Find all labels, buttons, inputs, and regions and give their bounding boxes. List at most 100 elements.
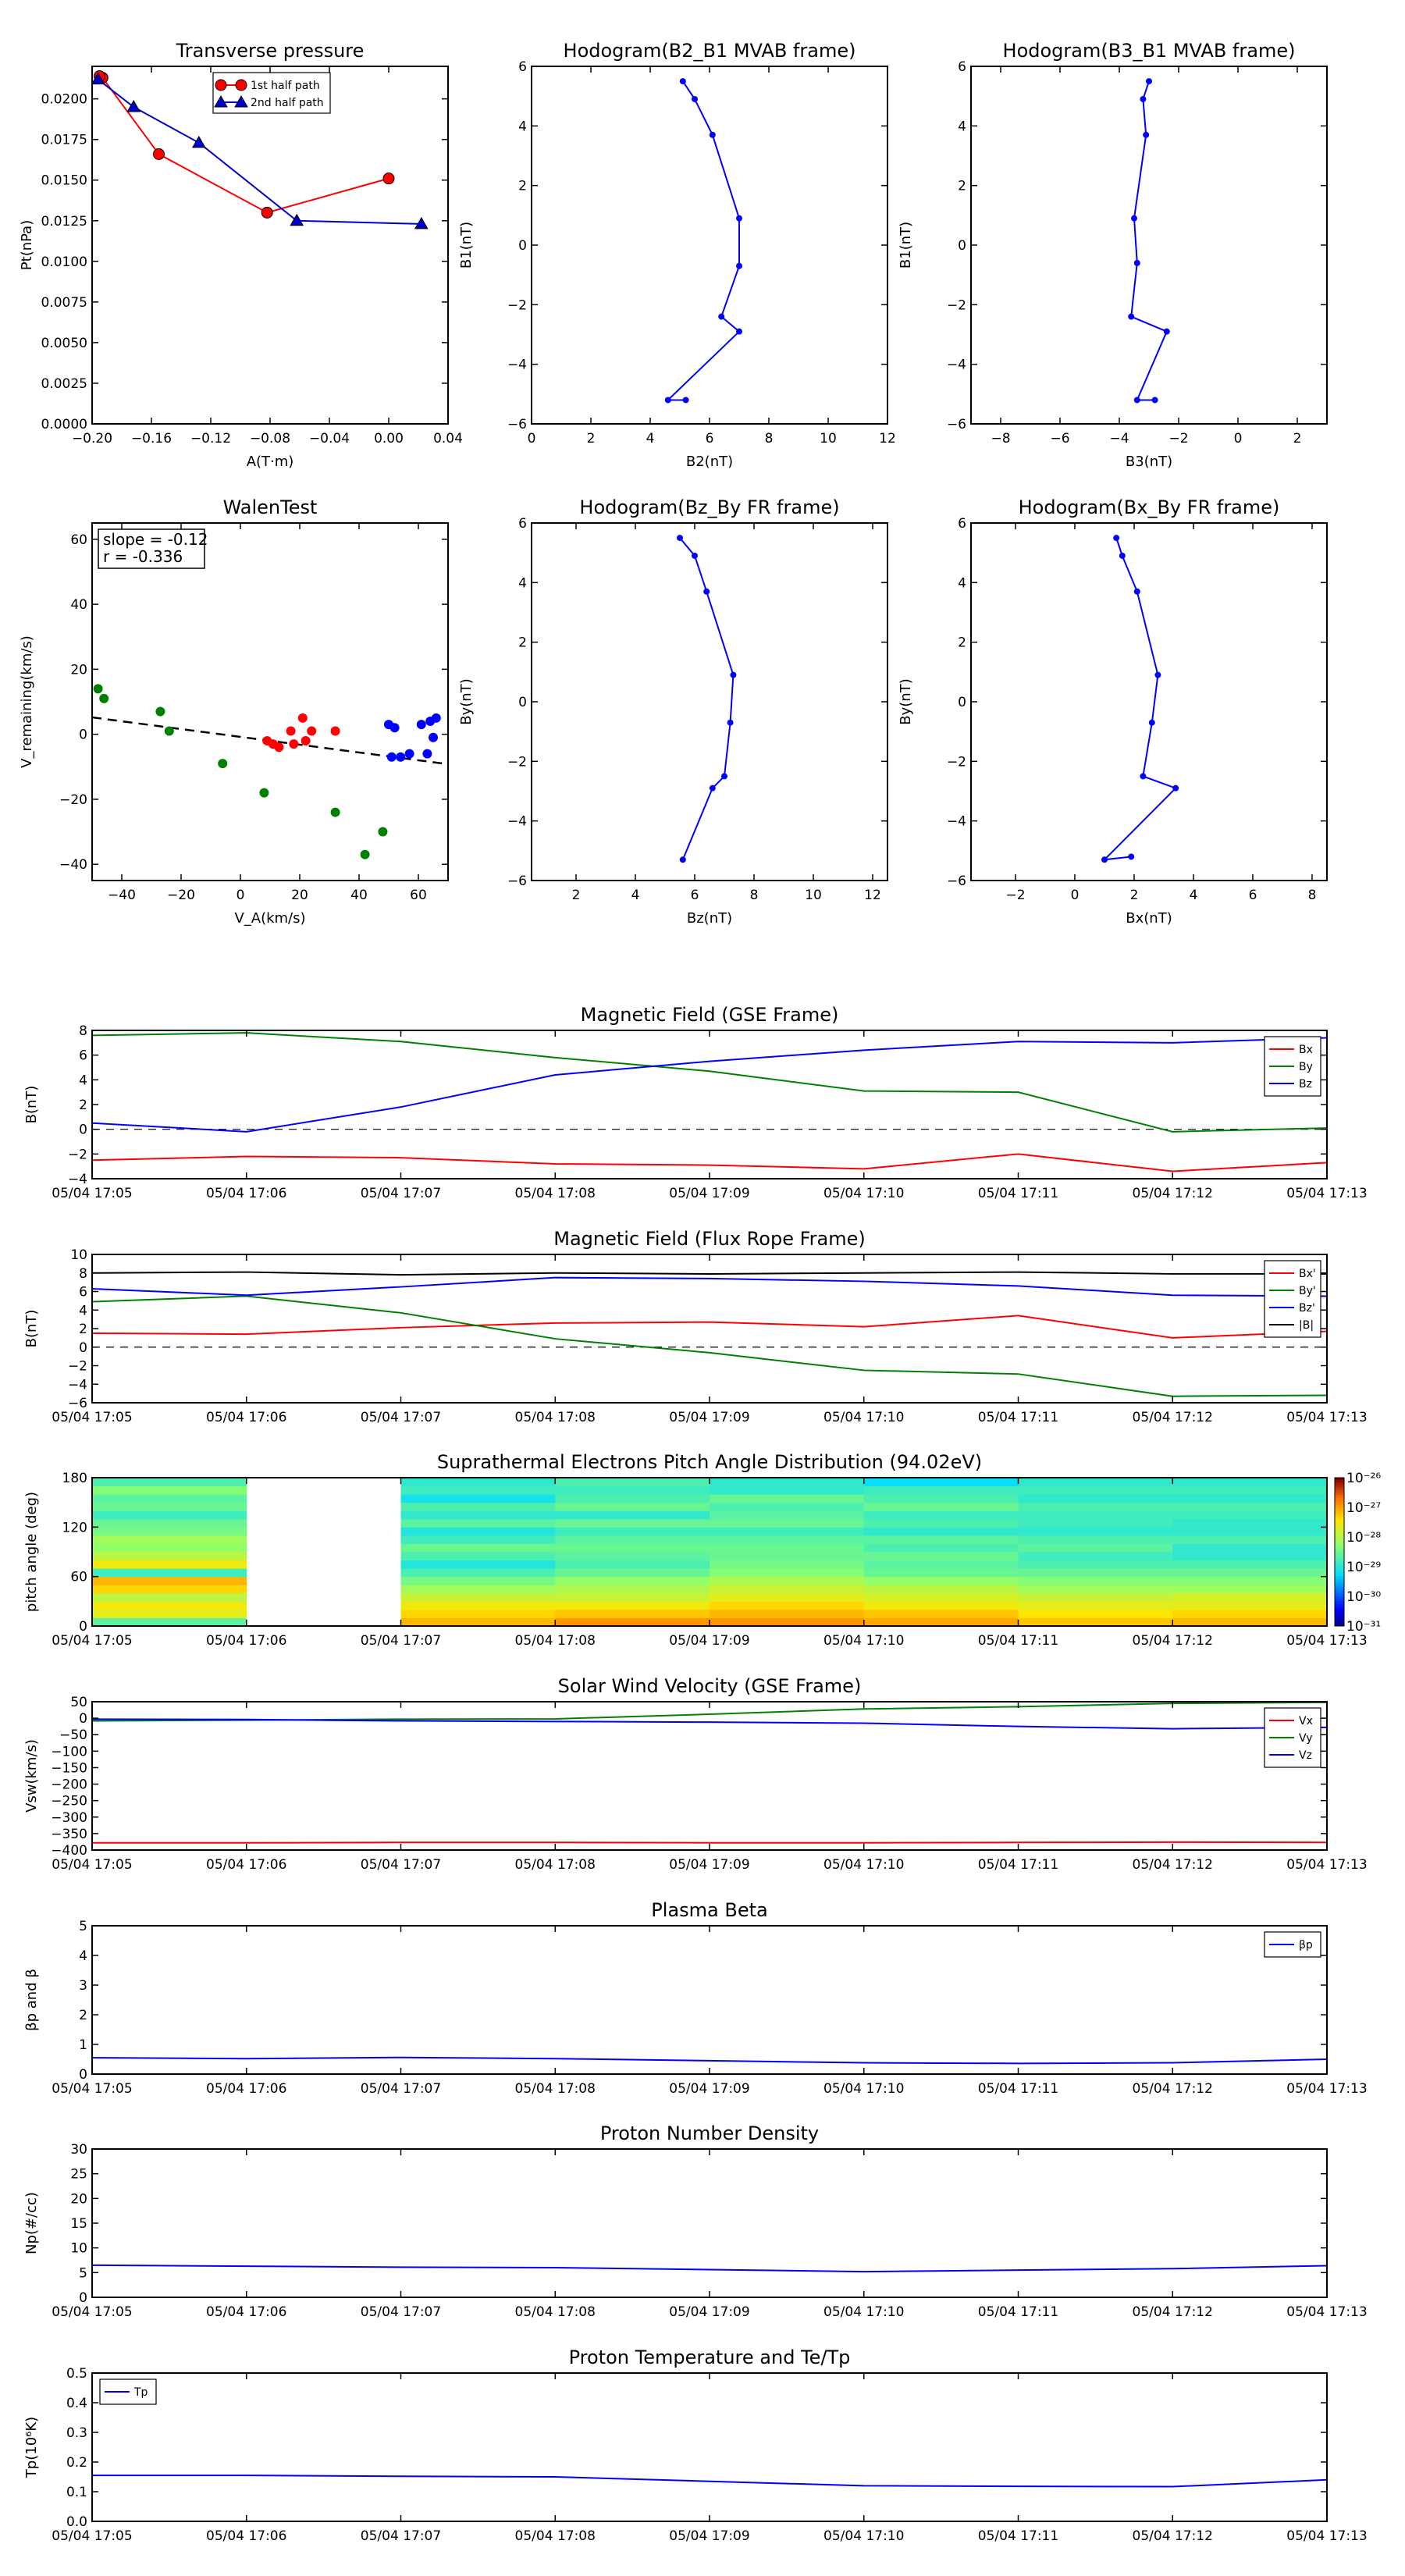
heatmap-cell [710,1478,865,1487]
y-axis-label: B(nT) [23,1086,40,1124]
y-tick-label: 0.4 [66,2396,87,2411]
colorbar-segment [1335,1514,1344,1518]
heatmap-cell [1018,1485,1173,1495]
colorbar-segment [1335,1623,1344,1627]
colorbar-segment [1335,1554,1344,1557]
scatter-point [259,788,269,798]
data-point [126,100,141,112]
annotation-box: slope = -0.12r = -0.336 [98,528,208,569]
x-tick-label: 05/04 17:07 [361,2304,441,2320]
heatmap-cell [1018,1568,1173,1578]
heatmap-cell [555,1478,710,1487]
colorbar-segment [1335,1504,1344,1508]
x-tick-label: −2 [1005,888,1025,903]
y-tick-label: −2 [947,754,966,770]
data-point [1133,397,1140,404]
scatter-point [93,684,103,694]
chart-title: Hodogram(Bz_By FR frame) [579,496,839,518]
x-tick-label: 05/04 17:13 [1286,1857,1367,1873]
y-tick-label: 0.0200 [41,92,87,108]
plot-frame [91,1925,1328,2075]
y-tick-label: −400 [51,1843,87,1859]
y-tick-label: 6 [958,516,966,532]
heatmap-cell [555,1485,710,1495]
x-tick-label: 05/04 17:13 [1286,2081,1367,2097]
x-tick-label: 05/04 17:13 [1286,1633,1367,1649]
x-tick-label: −0.12 [190,431,231,447]
data-point [721,773,727,780]
data-point [91,72,105,85]
y-tick-label: 1 [79,2037,87,2053]
data-point [290,213,304,226]
legend-label: 2nd half path [251,97,324,109]
y-axis-label: Np(#/cc) [23,2192,40,2254]
chart-hodo2: Hodogram(B3_B1 MVAB frame) −6 −4 −2 0 2 4 6 −8 −6… [898,40,1328,470]
y-tick-label: 180 [62,1471,87,1486]
x-tick-label: 4 [1190,888,1198,903]
x-tick-label: 05/04 17:05 [52,1857,132,1873]
heatmap-cell [863,1568,1019,1578]
heatmap-cell [710,1592,865,1602]
y-tick-label: 4 [79,1948,87,1964]
series-line [91,1153,1328,1172]
chart-title: Suprathermal Electrons Pitch Angle Distr… [437,1451,982,1473]
x-tick-label: 05/04 17:11 [978,1633,1058,1649]
heatmap-cell [1018,1617,1173,1627]
x-tick-label: 2 [572,888,581,903]
x-tick-label: 12 [879,431,896,447]
y-tick-label: −4 [947,814,966,830]
x-tick-label: 60 [410,888,427,903]
series-line [91,1271,1327,1276]
heatmap-cell [710,1552,865,1561]
heatmap-cell [863,1552,1019,1561]
heatmap-cell [92,1617,247,1627]
colorbar-segment [1335,1559,1344,1563]
y-tick-label: 2 [958,179,966,194]
heatmap-cell [863,1502,1019,1511]
y-tick-label: 0 [79,1711,87,1727]
colorbar-label: 10⁻²⁷ [1346,1500,1381,1516]
colorbar-segment [1335,1608,1344,1612]
heatmap-cell [400,1510,556,1520]
heatmap-cell [92,1592,247,1602]
data-point [1101,856,1108,863]
heatmap-cell [710,1518,865,1528]
heatmap-cell [400,1535,556,1544]
y-tick-label: −40 [59,857,87,873]
scatter-point [330,807,340,817]
data-point [1148,719,1155,726]
heatmap-cell [1172,1518,1328,1528]
heatmap-cell [1018,1502,1173,1511]
heatmap-cell [400,1601,556,1610]
data-point [1119,552,1126,559]
y-tick-label: 0.3 [66,2425,87,2441]
y-tick-label: −6 [507,873,527,889]
x-tick-label: 10 [820,431,837,447]
legend-label: By' [1299,1285,1316,1297]
colorbar-segment [1335,1510,1344,1513]
x-axis-label: B2(nT) [686,454,733,470]
colorbar-segment [1335,1576,1344,1580]
series-line [92,2475,1328,2488]
annotation-text: r = -0.336 [103,547,183,566]
heatmap-cell [710,1527,865,1536]
heatmap-cell [710,1568,865,1578]
series-line [91,1295,1328,1397]
x-tick-label: 05/04 17:12 [1133,2528,1213,2544]
plot-frame [91,1254,1328,1404]
heatmap-cell [92,1502,247,1511]
y-tick-label: 20 [70,662,87,678]
colorbar-segment [1335,1544,1344,1548]
x-tick-label: 0.04 [433,431,463,447]
x-tick-label: 05/04 17:05 [52,1410,132,1425]
scatter-point [297,713,308,723]
data-point [709,785,716,792]
y-tick-label: −2 [68,1359,87,1375]
x-tick-label: 05/04 17:12 [1133,1633,1213,1649]
heatmap-cell [400,1478,556,1487]
colorbar-segment [1335,1537,1344,1540]
data-point [1143,131,1150,138]
data-point [727,719,734,726]
y-tick-label: 6 [518,516,527,532]
x-tick-label: 05/04 17:06 [206,2304,286,2320]
